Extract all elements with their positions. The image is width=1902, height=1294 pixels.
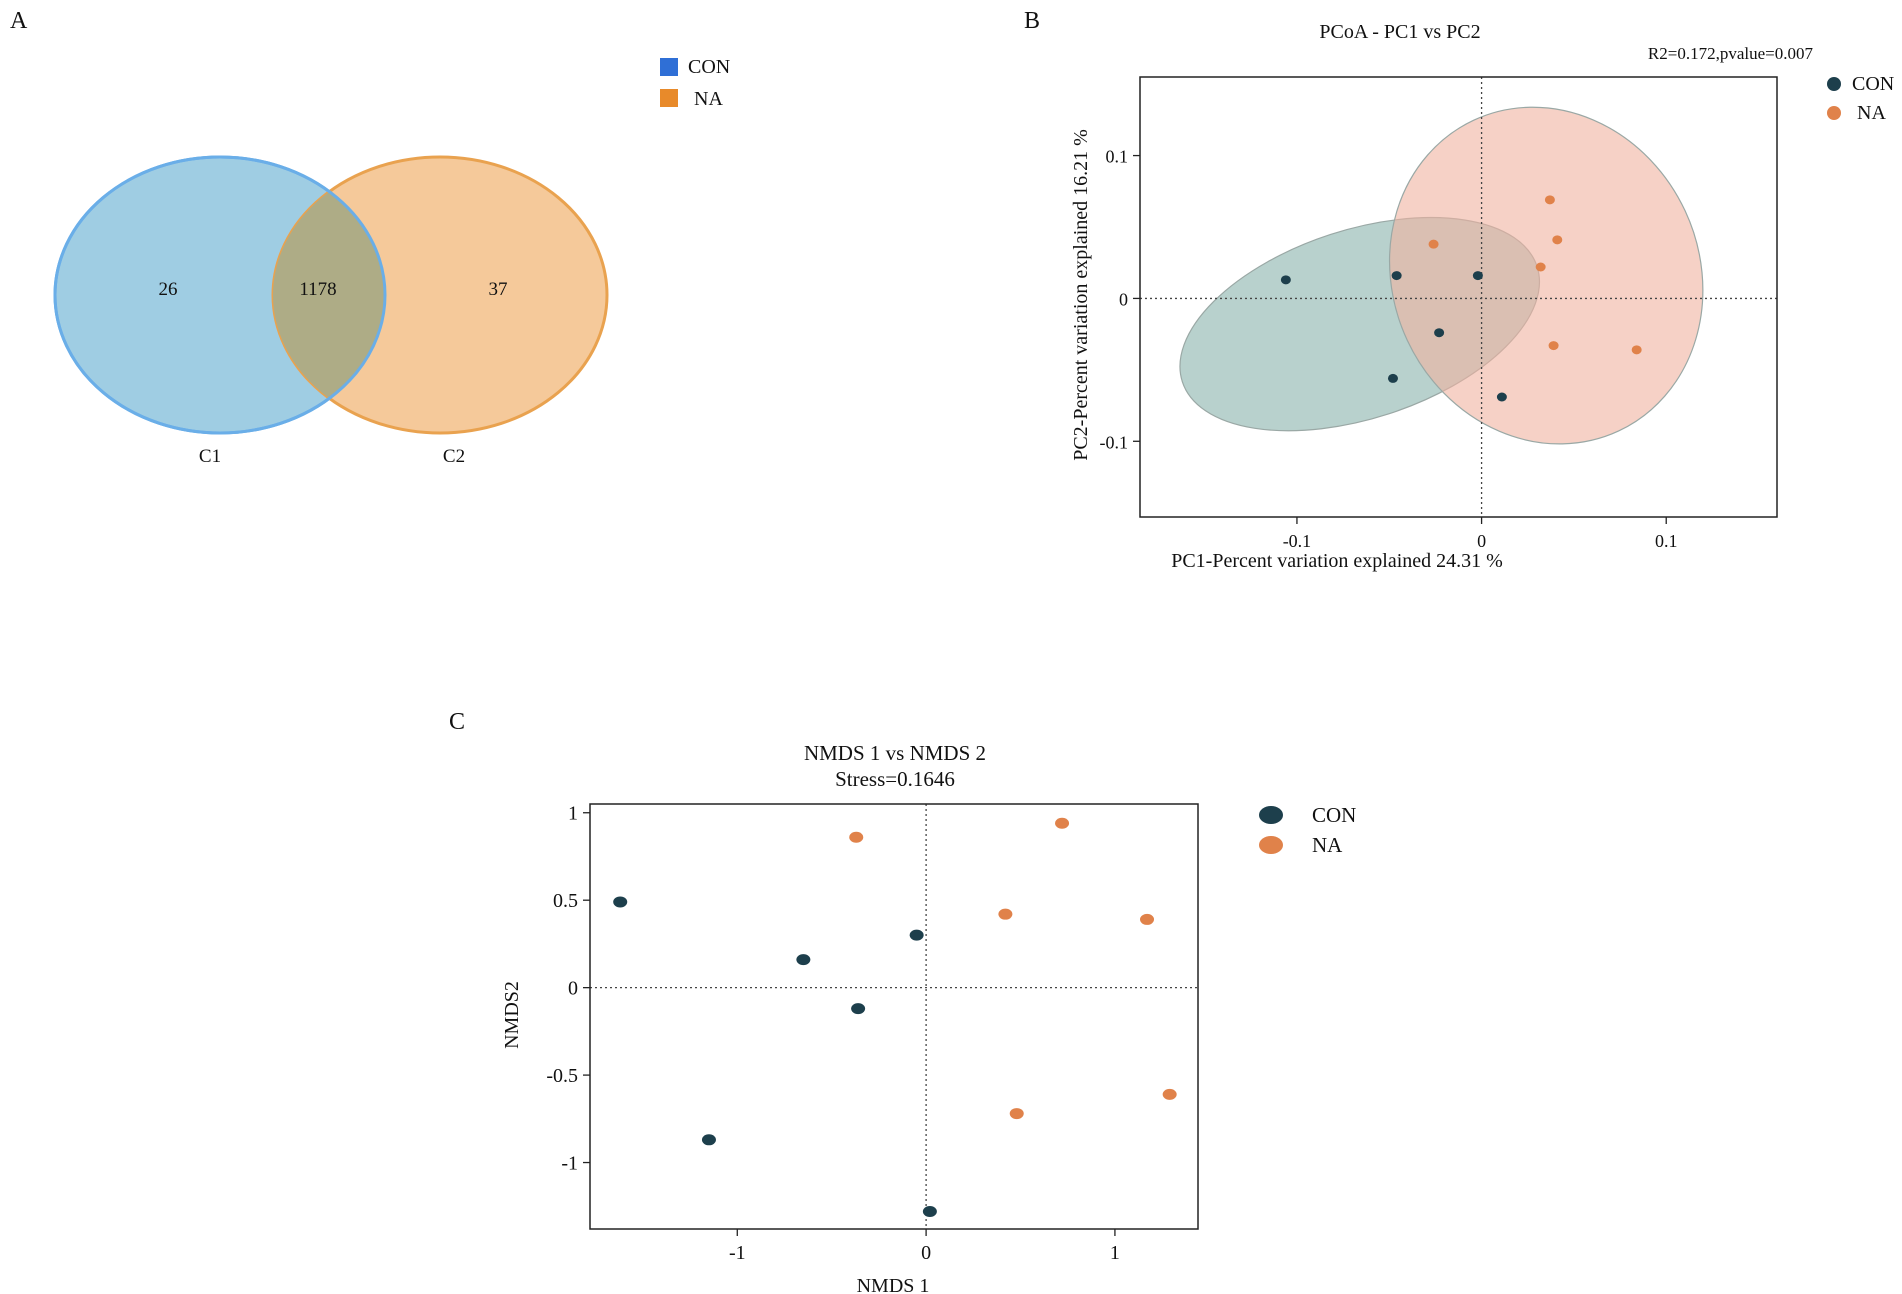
point-na bbox=[1631, 345, 1642, 355]
nmds-points bbox=[613, 817, 1177, 1218]
x-tick-label: -0.1 bbox=[1283, 531, 1312, 551]
point-na bbox=[1428, 239, 1439, 249]
point-na bbox=[1009, 1108, 1024, 1120]
point-con bbox=[922, 1206, 937, 1218]
point-con bbox=[1280, 275, 1291, 285]
pcoa-reference-lines bbox=[1140, 77, 1777, 517]
venn-count-intersection: 1178 bbox=[299, 279, 336, 300]
point-na bbox=[849, 831, 864, 843]
nmds-legend-con-marker bbox=[1259, 806, 1283, 824]
point-con bbox=[1472, 271, 1483, 281]
venn-legend-na-label: NA bbox=[694, 88, 723, 110]
nmds-legend-con-label: CON bbox=[1312, 803, 1356, 827]
venn-circle-c1-outline bbox=[53, 155, 387, 435]
venn-legend-con-label: CON bbox=[688, 56, 730, 78]
pcoa-ylabel: PC2-Percent variation explained 16.21 % bbox=[1070, 129, 1092, 461]
venn-count-c2-only: 37 bbox=[489, 279, 508, 300]
y-tick-label: -1 bbox=[561, 1153, 578, 1175]
point-na bbox=[1162, 1088, 1177, 1100]
pcoa-chart: PCoA - PC1 vs PC2 R2=0.172,pvalue=0.007 … bbox=[1070, 21, 1894, 572]
point-con bbox=[613, 896, 628, 908]
venn-overlap bbox=[273, 157, 385, 433]
x-tick-label: 0 bbox=[1477, 531, 1486, 551]
venn-legend-con-swatch bbox=[660, 58, 678, 76]
nmds-legend-na-marker bbox=[1259, 836, 1283, 854]
pcoa-legend-na-label: NA bbox=[1857, 102, 1886, 124]
panel-label-a: A bbox=[10, 8, 28, 34]
y-tick-label: 1 bbox=[568, 803, 578, 825]
venn-diagram: CON NA 26 1178 37 C1 C2 bbox=[53, 56, 730, 467]
point-con bbox=[796, 954, 811, 966]
panel-label-c: C bbox=[449, 709, 465, 735]
x-tick-label: 0.1 bbox=[1655, 531, 1678, 551]
nmds-reference-lines bbox=[590, 804, 1198, 1229]
point-na bbox=[1535, 262, 1546, 272]
y-tick-label: 0.5 bbox=[553, 890, 578, 912]
nmds-ylabel: NMDS2 bbox=[501, 981, 523, 1049]
nmds-title: NMDS 1 vs NMDS 2 bbox=[804, 741, 986, 765]
venn-count-c1-only: 26 bbox=[159, 279, 178, 300]
point-na bbox=[998, 908, 1013, 920]
venn-set-label-c1: C1 bbox=[199, 446, 221, 467]
y-tick-label: -0.5 bbox=[546, 1065, 578, 1087]
pcoa-ticks: -0.1 0 0.1 0.1 0 -0.1 bbox=[1100, 147, 1678, 551]
point-na bbox=[1140, 913, 1155, 925]
y-tick-label: 0 bbox=[568, 978, 578, 1000]
venn-set-label-c2: C2 bbox=[443, 446, 465, 467]
point-con bbox=[1434, 328, 1445, 338]
point-na bbox=[1552, 235, 1563, 245]
point-con bbox=[1496, 392, 1507, 402]
nmds-legend-na-label: NA bbox=[1312, 833, 1343, 857]
pcoa-legend-na-marker bbox=[1827, 106, 1841, 120]
point-con bbox=[701, 1134, 716, 1146]
pcoa-legend-con-label: CON bbox=[1852, 73, 1894, 95]
point-con bbox=[1387, 373, 1398, 383]
point-na bbox=[1548, 341, 1559, 351]
pcoa-title: PCoA - PC1 vs PC2 bbox=[1319, 21, 1480, 43]
point-con bbox=[1391, 271, 1402, 281]
nmds-chart: NMDS 1 vs NMDS 2 Stress=0.1646 -1 0 1 1 0.5 0… bbox=[501, 741, 1356, 1294]
panel-label-b: B bbox=[1024, 8, 1040, 34]
point-con bbox=[851, 1003, 866, 1015]
y-tick-label: 0.1 bbox=[1106, 147, 1129, 167]
x-tick-label: -1 bbox=[729, 1242, 746, 1264]
nmds-plot-frame bbox=[589, 803, 1199, 1230]
y-tick-label: -0.1 bbox=[1100, 432, 1129, 452]
x-tick-label: 1 bbox=[1110, 1242, 1120, 1264]
nmds-ticks: -1 0 1 1 0.5 0 -0.5 -1 bbox=[546, 803, 1120, 1264]
point-na bbox=[1544, 195, 1555, 205]
pcoa-legend-con-marker bbox=[1827, 77, 1841, 91]
confidence-ellipse-na bbox=[1388, 106, 1704, 445]
pcoa-xlabel: PC1-Percent variation explained 24.31 % bbox=[1171, 550, 1503, 572]
y-tick-label: 0 bbox=[1119, 289, 1128, 309]
pcoa-points bbox=[1280, 195, 1642, 402]
nmds-xlabel: NMDS 1 bbox=[857, 1275, 930, 1294]
venn-legend-na-swatch bbox=[660, 89, 678, 107]
x-tick-label: 0 bbox=[921, 1242, 931, 1264]
pcoa-annotation: R2=0.172,pvalue=0.007 bbox=[1648, 44, 1814, 63]
pcoa-ellipses bbox=[1179, 106, 1704, 445]
point-con bbox=[909, 929, 924, 941]
pcoa-plot-frame bbox=[1139, 76, 1778, 518]
nmds-subtitle: Stress=0.1646 bbox=[835, 767, 955, 791]
point-na bbox=[1055, 817, 1070, 829]
